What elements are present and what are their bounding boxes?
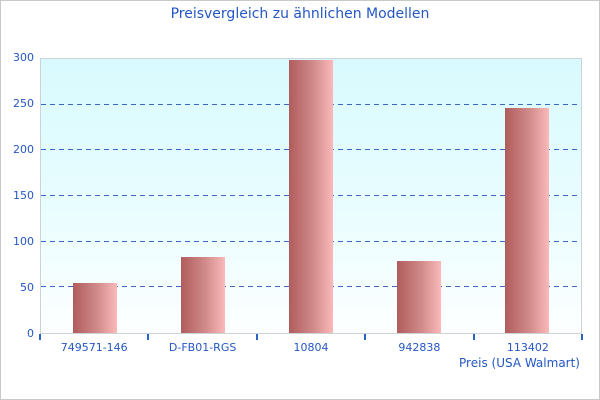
chart-title: Preisvergleich zu ähnlichen Modellen [170, 6, 430, 22]
y-axis-labels: 0 50 100 150 200 250 300 [1, 51, 34, 340]
y-tick-label-200: 200 [13, 142, 34, 156]
bar-113402 [505, 108, 549, 333]
y-tick-label-150: 150 [13, 189, 34, 202]
x-tick-label-749571-146: 749571-146 [60, 341, 128, 354]
bar-749571-146 [73, 282, 117, 333]
x-axis-ticks [39, 334, 583, 340]
y-tick-label-100: 100 [13, 234, 34, 248]
bar-942838 [397, 260, 441, 333]
x-tick-label-D-FB01-RGS: D-FB01-RGS [168, 341, 237, 354]
x-axis-title: Preis (USA Walmart) [459, 356, 580, 370]
y-tick-label-300: 300 [13, 51, 34, 64]
x-tick-3 [364, 334, 367, 340]
x-tick-label-942838: 942838 [398, 341, 441, 354]
bar-D-FB01-RGS [181, 257, 225, 333]
y-tick-label-0: 0 [27, 327, 34, 340]
bars [41, 59, 581, 333]
y-tick-label-50: 50 [20, 281, 34, 294]
x-tick-label-113402: 113402 [506, 341, 549, 354]
y-tick-label-250: 250 [13, 96, 34, 110]
bar-10804 [289, 59, 333, 333]
bar-slot-0 [41, 59, 149, 333]
x-tick-4 [472, 334, 475, 340]
x-tick-1 [147, 334, 150, 340]
bar-slot-3 [365, 59, 473, 333]
x-tick-label-10804: 10804 [293, 341, 329, 354]
x-axis-labels: 749571-146 D-FB01-RGS 10804 942838 113402 [40, 341, 582, 354]
bar-slot-1 [149, 59, 257, 333]
plot-area [40, 58, 582, 334]
x-tick-2 [255, 334, 258, 340]
x-tick-0 [39, 334, 41, 340]
bar-slot-4 [473, 59, 581, 333]
bar-slot-2 [257, 59, 365, 333]
x-tick-5 [581, 334, 583, 340]
